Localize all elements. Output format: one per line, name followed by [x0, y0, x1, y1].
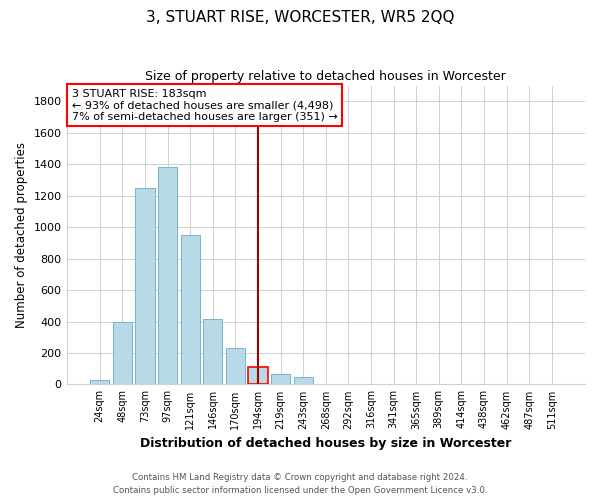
Title: Size of property relative to detached houses in Worcester: Size of property relative to detached ho… [145, 70, 506, 83]
Bar [113, 322, 132, 384]
Text: Contains HM Land Registry data © Crown copyright and database right 2024.
Contai: Contains HM Land Registry data © Crown c… [113, 474, 487, 495]
Bar [158, 168, 177, 384]
Bar [136, 188, 155, 384]
Bar [181, 236, 200, 384]
Bar [271, 374, 290, 384]
Bar [90, 380, 109, 384]
Y-axis label: Number of detached properties: Number of detached properties [15, 142, 28, 328]
Text: 3, STUART RISE, WORCESTER, WR5 2QQ: 3, STUART RISE, WORCESTER, WR5 2QQ [146, 10, 454, 25]
Bar [203, 319, 223, 384]
Bar [293, 377, 313, 384]
X-axis label: Distribution of detached houses by size in Worcester: Distribution of detached houses by size … [140, 437, 511, 450]
Bar [226, 348, 245, 384]
Bar [248, 367, 268, 384]
Text: 3 STUART RISE: 183sqm
← 93% of detached houses are smaller (4,498)
7% of semi-de: 3 STUART RISE: 183sqm ← 93% of detached … [72, 88, 337, 122]
